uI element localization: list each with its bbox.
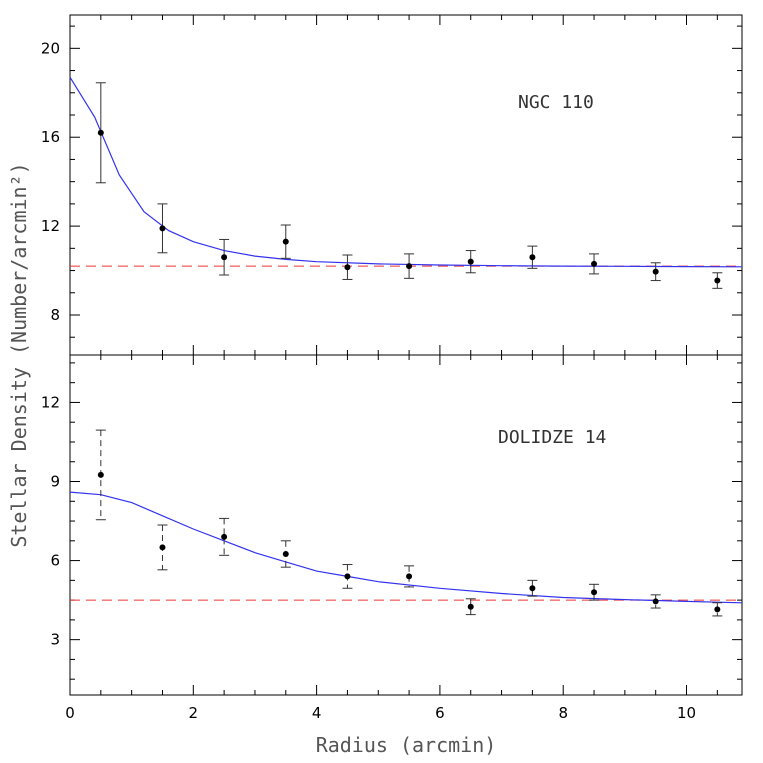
top-data-point <box>652 268 659 275</box>
bottom-data-point <box>159 544 166 551</box>
top-y-tick-label: 16 <box>41 128 60 146</box>
bottom-data-point <box>406 573 413 580</box>
bottom-y-tick-label: 3 <box>50 631 60 649</box>
top-data-point <box>344 264 351 271</box>
bottom-y-tick-label: 9 <box>50 473 60 491</box>
top-data-point <box>221 254 228 261</box>
top-data-point <box>529 254 536 261</box>
bottom-data-point <box>467 603 474 610</box>
top-data-point <box>714 277 721 284</box>
bottom-panel-frame <box>69 354 743 696</box>
top-data-point <box>282 238 289 245</box>
bottom-data-point <box>282 550 289 557</box>
x-tick-label: 8 <box>558 704 568 722</box>
bottom-data-point <box>221 533 228 540</box>
top-y-tick-label: 8 <box>50 306 60 324</box>
top-y-tick-label: 20 <box>41 39 60 57</box>
bottom-fit-curve <box>69 491 743 604</box>
top-data-point <box>467 258 474 265</box>
top-panel: 8 12 16 20 <box>41 15 743 355</box>
top-data-point <box>159 225 166 232</box>
bottom-data-point <box>714 606 721 613</box>
bottom-y-tick-label: 12 <box>41 393 60 411</box>
top-panel-frame <box>69 14 743 356</box>
y-axis-title: Stellar Density (Number/arcmin²) <box>7 162 31 547</box>
bottom-panel: 3 6 9 12 <box>41 355 743 695</box>
x-tick-label: 6 <box>435 704 445 722</box>
x-tick-label: 4 <box>312 704 322 722</box>
bottom-data-point <box>97 471 104 478</box>
x-axis-ticks: 0 2 4 6 8 10 <box>65 704 696 722</box>
x-tick-label: 2 <box>189 704 199 722</box>
top-data-point <box>591 260 598 267</box>
x-tick-label: 0 <box>65 704 75 722</box>
bottom-data-point <box>529 585 536 592</box>
bottom-y-tick-label: 6 <box>50 552 60 570</box>
top-y-tick-label: 12 <box>41 217 60 235</box>
top-data-point <box>97 129 104 136</box>
x-axis-title: Radius (arcmin) <box>316 733 497 757</box>
top-panel-title: NGC 110 <box>518 92 594 113</box>
top-data-point <box>406 263 413 270</box>
bottom-data-point <box>591 589 598 596</box>
x-tick-label: 10 <box>677 704 696 722</box>
top-fit-curve <box>69 76 743 268</box>
bottom-data-point <box>652 598 659 605</box>
bottom-panel-title: DOLIDZE 14 <box>498 427 606 448</box>
bottom-data-point <box>344 573 351 580</box>
